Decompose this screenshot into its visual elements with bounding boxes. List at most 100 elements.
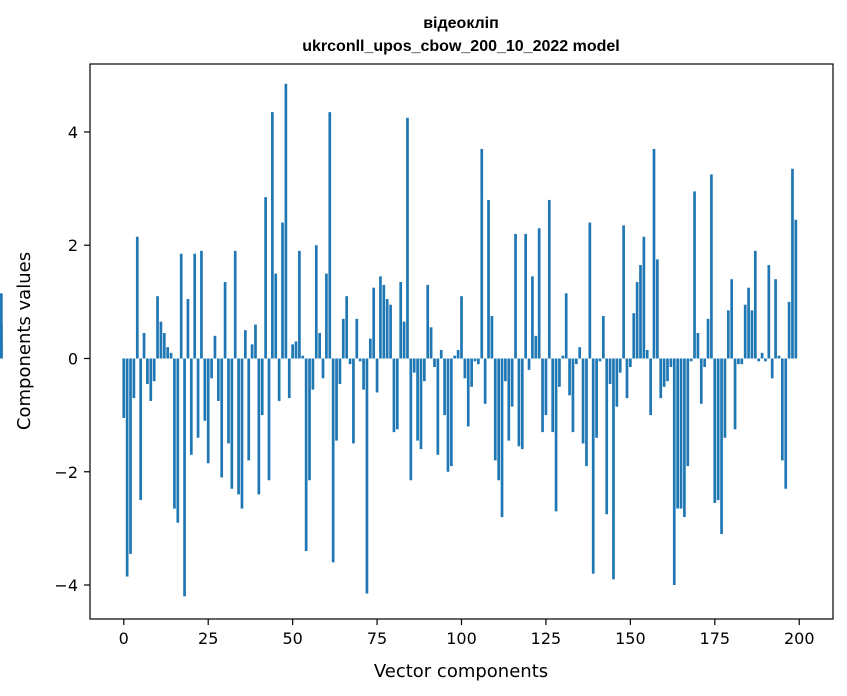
bar (689, 358, 693, 362)
bar (287, 358, 291, 399)
bar (598, 358, 602, 362)
bar (375, 358, 379, 393)
bar (652, 148, 656, 359)
bar (193, 253, 197, 359)
bar (497, 358, 500, 481)
bar (392, 358, 396, 433)
bar (416, 358, 419, 441)
bar (450, 358, 453, 467)
bar (183, 358, 186, 597)
bar (142, 333, 146, 359)
bar (439, 349, 443, 359)
y-tick-label: 2 (68, 236, 78, 255)
bar (487, 199, 490, 359)
bar (527, 358, 531, 370)
bar (433, 358, 436, 367)
bar (507, 358, 511, 441)
bar (558, 358, 561, 387)
bar (314, 245, 318, 359)
bar (456, 349, 460, 359)
bar (149, 358, 153, 401)
bar (179, 253, 183, 359)
bar (284, 83, 288, 359)
bar (233, 250, 237, 359)
bar (365, 358, 369, 594)
bar (645, 349, 649, 359)
bar (122, 358, 126, 418)
bar (561, 355, 565, 359)
y-tick-label: 4 (68, 123, 78, 142)
bar (318, 333, 321, 359)
bar (591, 358, 595, 574)
bar (254, 324, 257, 359)
bar (588, 222, 592, 359)
bar (230, 358, 234, 489)
bar (740, 358, 744, 365)
bar (368, 338, 372, 359)
bar (132, 358, 136, 399)
bar (395, 358, 399, 430)
bar (659, 358, 663, 399)
x-axis-label: Vector components (374, 661, 548, 682)
bar (696, 333, 700, 359)
bar (426, 284, 430, 359)
bar (247, 358, 251, 461)
bar (362, 358, 365, 390)
bar (517, 358, 521, 447)
bar (203, 358, 207, 421)
bar (547, 199, 551, 359)
bar (382, 284, 386, 359)
x-axis: 0 25 50 75 100 125 150 175 200 (119, 619, 815, 648)
bar (662, 358, 666, 387)
bar (767, 265, 771, 359)
bar (612, 358, 615, 580)
bar (328, 112, 332, 359)
bar (125, 358, 129, 577)
x-tick-label: 25 (198, 629, 218, 648)
bar (585, 358, 588, 467)
bar (753, 250, 757, 359)
bar (794, 219, 798, 359)
bar (679, 358, 683, 509)
bar (656, 259, 659, 359)
bar (473, 358, 477, 362)
bar (358, 358, 362, 362)
bar (196, 358, 200, 438)
bar (703, 358, 707, 367)
bar (625, 358, 629, 399)
bar (399, 282, 403, 359)
bar (409, 358, 413, 481)
bar (554, 358, 558, 512)
y-tick-label: 0 (68, 349, 78, 368)
bar (706, 318, 710, 359)
bar (186, 299, 190, 359)
bar (477, 358, 480, 365)
bars-group (0, 83, 798, 597)
bar (537, 228, 541, 359)
x-tick-label: 175 (700, 629, 731, 648)
bar (135, 236, 139, 359)
bar (237, 358, 240, 495)
bar (166, 347, 170, 359)
bar (355, 318, 359, 359)
bar (129, 358, 132, 554)
bar (774, 279, 777, 359)
bar (341, 318, 345, 359)
bar (686, 358, 690, 467)
bar (666, 358, 669, 382)
bar (716, 358, 720, 501)
bar (220, 358, 224, 478)
bar (544, 358, 548, 416)
bar (733, 358, 737, 430)
bar (635, 282, 639, 359)
bar (264, 197, 267, 359)
bar (713, 358, 717, 503)
bar (379, 276, 382, 359)
bar (348, 358, 352, 365)
bar (618, 358, 622, 373)
bar (325, 273, 328, 359)
bar (298, 250, 301, 359)
bar (629, 358, 632, 367)
bar (615, 358, 619, 407)
